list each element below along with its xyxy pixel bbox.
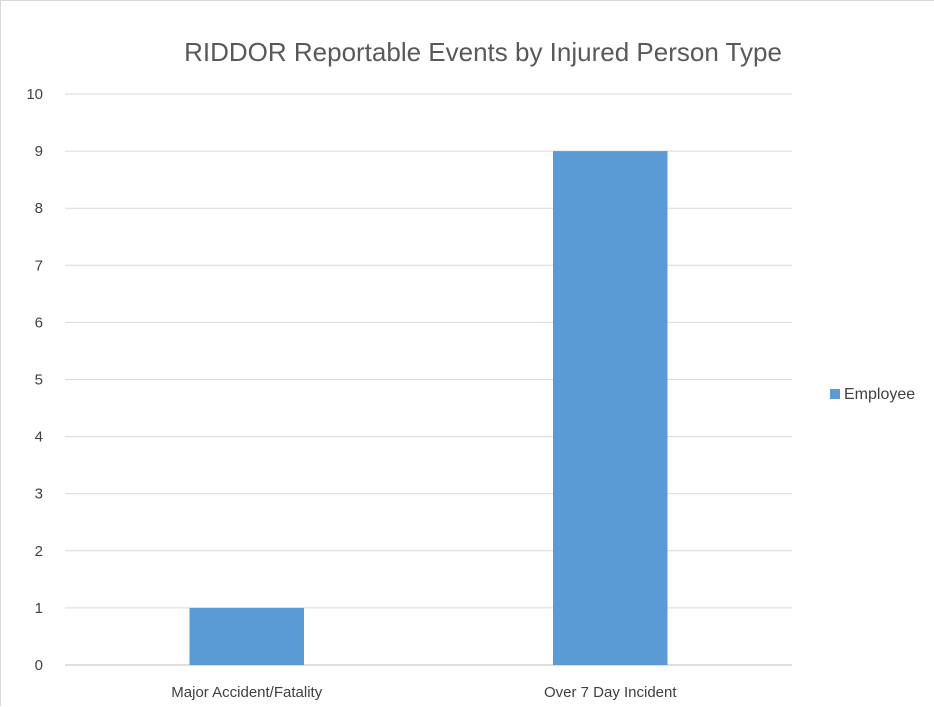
x-tick-label: Over 7 Day Incident xyxy=(544,684,677,701)
y-tick-label: 6 xyxy=(35,314,43,331)
legend-label: Employee xyxy=(844,386,915,403)
legend: Employee xyxy=(830,386,915,403)
y-tick-label: 5 xyxy=(35,372,43,389)
bar xyxy=(552,151,668,666)
y-tick-label: 0 xyxy=(35,657,43,674)
y-tick-label: 2 xyxy=(35,543,43,560)
y-tick-label: 4 xyxy=(35,429,43,446)
y-tick-label: 10 xyxy=(26,86,43,103)
y-tick-label: 7 xyxy=(35,257,43,274)
legend-swatch xyxy=(830,389,840,399)
bars xyxy=(189,151,668,666)
gridlines xyxy=(65,93,792,666)
chart-title: RIDDOR Reportable Events by Injured Pers… xyxy=(184,37,782,67)
y-axis-ticks: 0 1 2 3 4 5 6 7 8 9 10 xyxy=(26,86,43,674)
y-tick-label: 1 xyxy=(35,600,43,617)
bar xyxy=(189,607,305,665)
y-tick-label: 8 xyxy=(35,200,43,217)
y-tick-label: 3 xyxy=(35,486,43,503)
x-axis-ticks: Major Accident/Fatality Over 7 Day Incide… xyxy=(171,684,677,701)
y-tick-label: 9 xyxy=(35,143,43,160)
x-tick-label: Major Accident/Fatality xyxy=(171,684,322,701)
